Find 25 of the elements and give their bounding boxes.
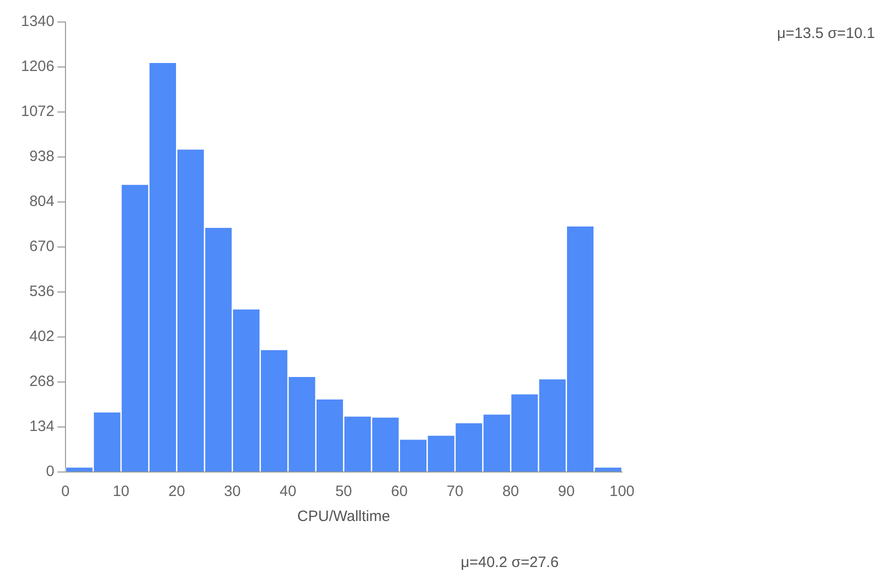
y-tick-label: 1072	[20, 103, 54, 120]
text: μ=40.2 σ=27.6	[460, 554, 559, 571]
y-tick-label: 804	[29, 193, 54, 210]
x-tick-label: 40	[280, 483, 296, 500]
x-tick-label: 30	[224, 483, 241, 500]
x-tick-label: 0	[61, 483, 70, 500]
x-tick-label: 10	[112, 483, 130, 500]
y-tick-label: 1206	[20, 58, 54, 76]
y-tick-label: 938	[29, 148, 54, 166]
y-tick-label: 536	[29, 283, 54, 300]
x-tick-label: 20	[168, 483, 186, 500]
x-axis-title: CPU/Walltime	[297, 508, 390, 526]
x-tick-label: 50	[335, 483, 352, 500]
x-tick-label: 80	[502, 483, 520, 500]
y-tick-label: 0	[46, 463, 54, 480]
y-tick-label: 670	[29, 238, 54, 256]
x-tick-label: 100	[609, 483, 635, 500]
x-tick-label: 70	[446, 483, 464, 500]
x-tick-label: 60	[391, 483, 408, 500]
x-tick-label: 90	[558, 483, 575, 500]
text: μ=13.5 σ=10.1	[777, 25, 875, 42]
y-tick-label: 134	[29, 418, 54, 436]
y-tick-label: 268	[29, 373, 54, 390]
y-tick-label: 1340	[20, 13, 54, 30]
y-tick-label: 402	[29, 328, 54, 346]
